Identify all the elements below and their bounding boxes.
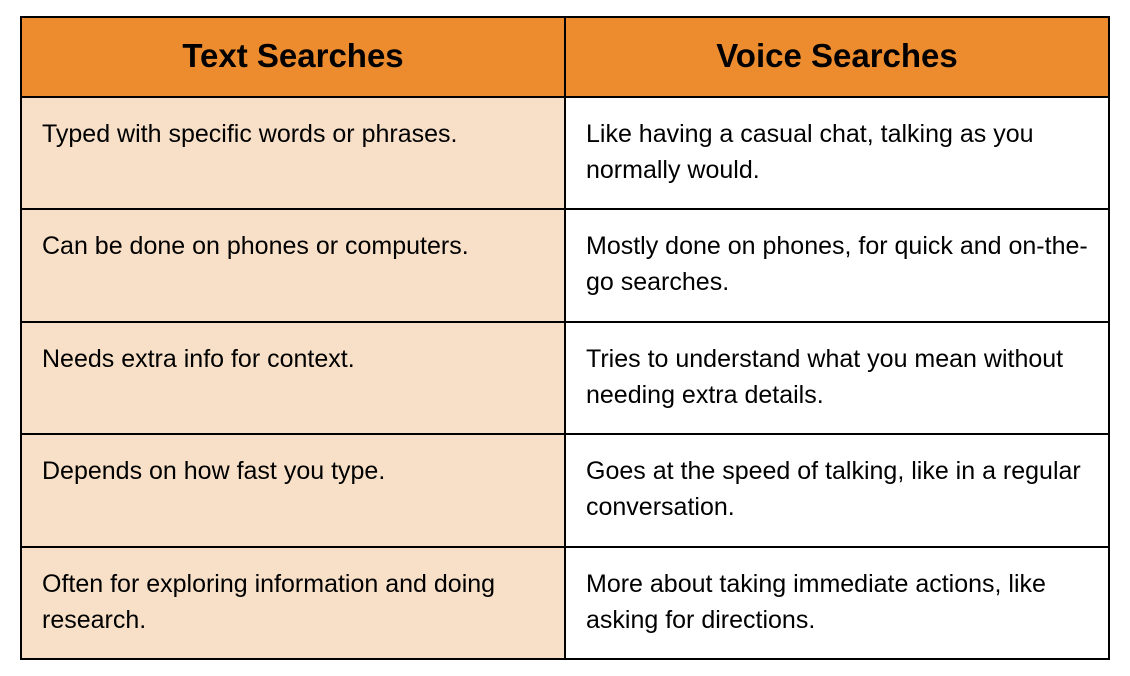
table-header-row: Text Searches Voice Searches (21, 17, 1109, 97)
header-voice-searches: Voice Searches (565, 17, 1109, 97)
table-row: Often for exploring information and doin… (21, 547, 1109, 660)
table-row: Needs extra info for context. Tries to u… (21, 322, 1109, 435)
cell-text: Typed with specific words or phrases. (21, 97, 565, 210)
cell-voice: Tries to understand what you mean withou… (565, 322, 1109, 435)
header-text-searches: Text Searches (21, 17, 565, 97)
table-row: Typed with specific words or phrases. Li… (21, 97, 1109, 210)
cell-voice: Goes at the speed of talking, like in a … (565, 434, 1109, 547)
cell-voice: Mostly done on phones, for quick and on-… (565, 209, 1109, 322)
table-row: Depends on how fast you type. Goes at th… (21, 434, 1109, 547)
cell-text: Often for exploring information and doin… (21, 547, 565, 660)
cell-voice: Like having a casual chat, talking as yo… (565, 97, 1109, 210)
cell-voice: More about taking immediate actions, lik… (565, 547, 1109, 660)
cell-text: Needs extra info for context. (21, 322, 565, 435)
cell-text: Depends on how fast you type. (21, 434, 565, 547)
cell-text: Can be done on phones or computers. (21, 209, 565, 322)
comparison-table: Text Searches Voice Searches Typed with … (20, 16, 1110, 660)
table-row: Can be done on phones or computers. Most… (21, 209, 1109, 322)
